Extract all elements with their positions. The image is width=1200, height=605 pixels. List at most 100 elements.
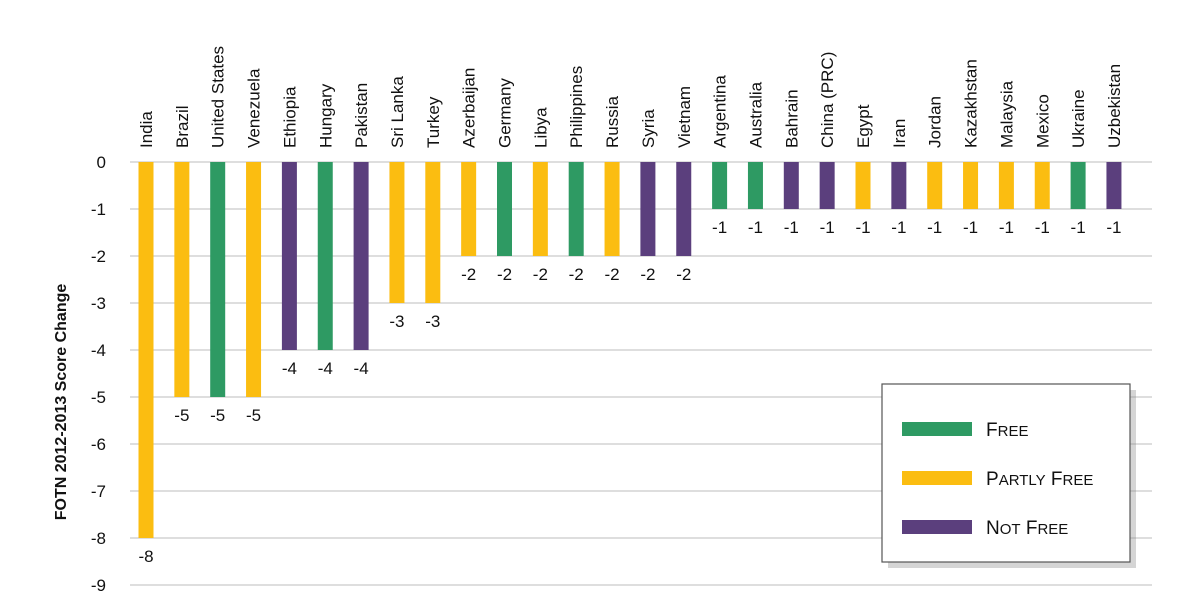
bar xyxy=(389,162,405,303)
bar xyxy=(963,162,979,209)
bar xyxy=(1106,162,1122,209)
y-tick-label: 0 xyxy=(97,153,106,172)
category-labels: India Brazil United States Venezuela Ethiopi… xyxy=(137,46,1124,148)
category-label: Ethiopia xyxy=(280,86,299,148)
bar xyxy=(246,162,262,397)
bar xyxy=(532,162,548,256)
legend-swatch xyxy=(902,471,972,485)
y-tick-label: -3 xyxy=(91,294,106,313)
category-label: Brazil xyxy=(173,105,192,148)
data-label: -1 xyxy=(963,218,978,237)
y-axis-label: FOTN 2012-2013 Score Change xyxy=(53,284,70,521)
bar xyxy=(425,162,441,303)
category-label: Syria xyxy=(639,109,658,148)
y-tick-label: -4 xyxy=(91,341,106,360)
data-label: -1 xyxy=(855,218,870,237)
category-label: Philippines xyxy=(567,66,586,148)
category-label: Sri Lanka xyxy=(388,76,407,148)
bar xyxy=(604,162,620,256)
bar xyxy=(998,162,1014,209)
bar xyxy=(353,162,369,350)
y-tick-label: -1 xyxy=(91,200,106,219)
bar xyxy=(174,162,190,397)
data-label: -2 xyxy=(497,265,512,284)
bar xyxy=(640,162,656,256)
category-label: China (PRC) xyxy=(818,52,837,148)
category-label: Azerbaijan xyxy=(460,68,479,148)
bar xyxy=(1034,162,1050,209)
data-label: -1 xyxy=(784,218,799,237)
category-label: India xyxy=(137,111,156,148)
data-label: -8 xyxy=(138,547,153,566)
data-label: -1 xyxy=(891,218,906,237)
bar xyxy=(783,162,799,209)
category-label: Libya xyxy=(531,107,550,148)
data-label: -5 xyxy=(174,406,189,425)
data-label: -1 xyxy=(927,218,942,237)
bar xyxy=(891,162,907,209)
category-label: Egypt xyxy=(854,104,873,148)
category-label: Russia xyxy=(603,95,622,148)
data-label: -5 xyxy=(210,406,225,425)
category-label: Uzbekistan xyxy=(1105,64,1124,148)
data-label: -4 xyxy=(318,359,333,378)
data-label: -2 xyxy=(676,265,691,284)
data-label: -1 xyxy=(712,218,727,237)
y-tick-label: -9 xyxy=(91,576,106,595)
legend-swatch xyxy=(902,422,972,436)
y-tick-label: -5 xyxy=(91,388,106,407)
y-tick-label: -6 xyxy=(91,435,106,454)
data-label: -1 xyxy=(820,218,835,237)
legend: FREE PARTLY FREE NOT FREE xyxy=(881,383,1136,568)
y-tick-label: -8 xyxy=(91,529,106,548)
data-label: -1 xyxy=(1071,218,1086,237)
bars xyxy=(138,162,1122,538)
legend-label: NOT FREE xyxy=(986,518,1068,539)
data-label: -2 xyxy=(533,265,548,284)
data-label: -1 xyxy=(999,218,1014,237)
category-label: Turkey xyxy=(424,96,443,148)
data-label: -4 xyxy=(354,359,369,378)
category-label: Malaysia xyxy=(997,80,1016,148)
bar xyxy=(461,162,477,256)
data-label: -1 xyxy=(748,218,763,237)
category-label: Bahrain xyxy=(782,89,801,148)
category-label: Hungary xyxy=(316,83,335,148)
bar xyxy=(712,162,728,209)
category-label: Germany xyxy=(496,78,515,148)
category-label: United States xyxy=(209,46,228,148)
data-label: -2 xyxy=(569,265,584,284)
category-label: Ukraine xyxy=(1069,89,1088,148)
bar xyxy=(855,162,871,209)
bar xyxy=(138,162,154,538)
category-label: Argentina xyxy=(711,75,730,148)
y-axis-ticks: 0 -1 -2 -3 -4 -5 -6 -7 -8 -9 xyxy=(91,153,106,595)
category-label: Mexico xyxy=(1033,94,1052,148)
data-label: -1 xyxy=(1106,218,1121,237)
data-label: -5 xyxy=(246,406,261,425)
category-label: Vietnam xyxy=(675,86,694,148)
category-label: Pakistan xyxy=(352,83,371,148)
bar xyxy=(210,162,226,397)
category-label: Kazakhstan xyxy=(962,59,981,148)
data-labels: -8 -5 -5 -5 -4 -4 -4 -3 -3 -2 -2 -2 -2 -2 -2 -2 -1 -1 -1 -1… xyxy=(138,218,1121,566)
data-label: -2 xyxy=(461,265,476,284)
data-label: -4 xyxy=(282,359,297,378)
y-tick-label: -2 xyxy=(91,247,106,266)
data-label: -3 xyxy=(389,312,404,331)
bar xyxy=(927,162,943,209)
bar xyxy=(747,162,763,209)
bar xyxy=(497,162,512,256)
bar xyxy=(676,162,692,256)
bar xyxy=(281,162,297,350)
bar xyxy=(317,162,333,350)
legend-swatch xyxy=(902,520,972,534)
y-tick-label: -7 xyxy=(91,482,106,501)
category-label: Venezuela xyxy=(245,68,264,148)
data-label: -2 xyxy=(640,265,655,284)
data-label: -1 xyxy=(1035,218,1050,237)
data-label: -3 xyxy=(425,312,440,331)
category-label: Iran xyxy=(890,119,909,148)
